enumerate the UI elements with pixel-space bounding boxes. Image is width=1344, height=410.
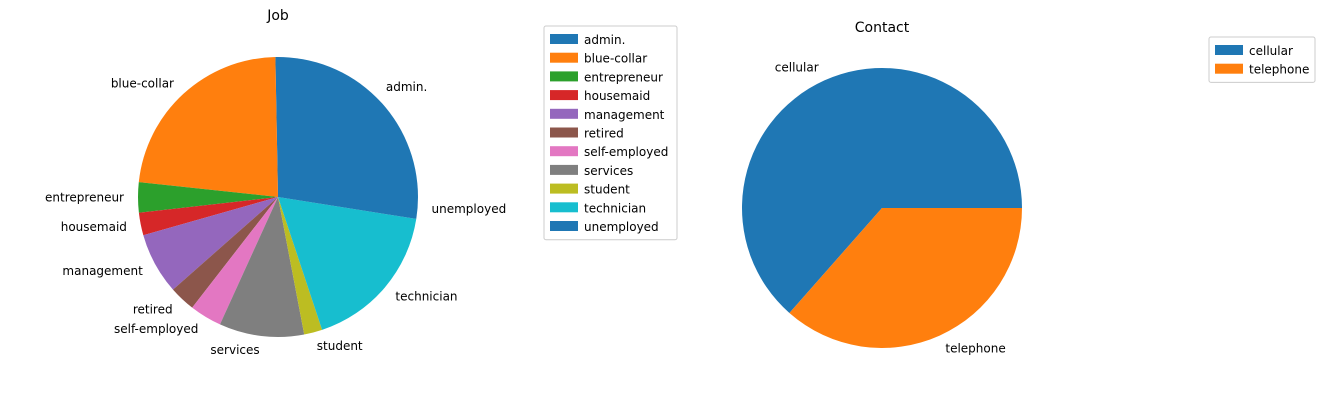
legend-entry-retired: retired — [584, 127, 624, 141]
legend-entry-housemaid: housemaid — [584, 89, 650, 103]
slice-label-entrepreneur: entrepreneur — [45, 190, 124, 204]
pie-slice-self-employed — [192, 197, 278, 325]
legend-swatch-services — [550, 164, 578, 175]
slice-label-retired: retired — [133, 302, 173, 316]
pie-slice-blue-collar — [138, 57, 278, 197]
legend-swatch-admin — [550, 34, 578, 44]
pie-slice-technician — [278, 197, 417, 330]
job-chart-title: Job — [266, 8, 289, 24]
pie-slice-unemployed — [278, 197, 418, 219]
legend-entry-student: student — [584, 183, 630, 197]
legend-swatch-telephone — [1215, 63, 1243, 74]
legend-swatch-self-employed — [550, 146, 578, 157]
slice-label-student: student — [317, 339, 363, 353]
slice-label-blue-collar: blue-collar — [111, 76, 174, 90]
slice-label-housemaid: housemaid — [61, 220, 127, 234]
contact-legend: cellular telephone — [1208, 36, 1316, 83]
legend-entry-technician: technician — [584, 201, 646, 215]
pie-slice-management — [143, 197, 278, 290]
slice-label-technician: technician — [395, 290, 457, 304]
pie-slice-retired — [172, 197, 278, 308]
slice-label-unemployed: unemployed — [432, 202, 507, 216]
legend-entry-services: services — [584, 164, 633, 178]
legend-entry-management: management — [584, 108, 665, 122]
legend-entry-entrepreneur: entrepreneur — [584, 70, 663, 84]
job-pie-chart: Job admin. blue-collar entrepreneur housema… — [45, 8, 678, 357]
slice-label-cellular: cellular — [775, 61, 819, 75]
legend-swatch-unemployed — [550, 221, 578, 231]
legend-swatch-entrepreneur — [550, 71, 578, 82]
slice-label-telephone: telephone — [945, 341, 1005, 355]
legend-entry-unemployed: unemployed — [584, 220, 659, 234]
slice-label-admin: admin. — [386, 80, 427, 94]
pie-slice-student — [278, 197, 323, 335]
legend-entry-blue-collar: blue-collar — [584, 52, 647, 66]
legend-entry-self-employed: self-employed — [584, 145, 668, 159]
pie-slice-services — [219, 197, 305, 337]
slice-label-management: management — [62, 264, 143, 278]
legend-entry-telephone: telephone — [1249, 63, 1309, 77]
pie-slice-telephone — [789, 208, 1022, 349]
pie-slice-cellular — [742, 68, 1022, 314]
legend-swatch-cellular — [1215, 45, 1243, 55]
contact-chart-title: Contact — [855, 20, 910, 36]
slice-label-self-employed: self-employed — [114, 322, 198, 336]
legend-entry-cellular: cellular — [1249, 44, 1293, 58]
pie-slice-admin — [275, 56, 419, 197]
legend-swatch-student — [550, 183, 578, 194]
legend-entry-admin: admin. — [584, 33, 625, 47]
legend-swatch-technician — [550, 202, 578, 213]
legend-swatch-housemaid — [550, 90, 578, 101]
pie-slice-entrepreneur — [137, 182, 278, 213]
legend-swatch-retired — [550, 127, 578, 138]
contact-pie-chart: Contact cellular telephone cellular teleph… — [742, 20, 1316, 355]
pie-slice-housemaid — [138, 197, 278, 236]
slice-label-services: services — [210, 343, 259, 357]
job-legend: admin. blue-collar entrepreneur housemaid ma… — [543, 25, 678, 241]
legend-swatch-management — [550, 108, 578, 119]
legend-swatch-blue-collar — [550, 52, 578, 63]
